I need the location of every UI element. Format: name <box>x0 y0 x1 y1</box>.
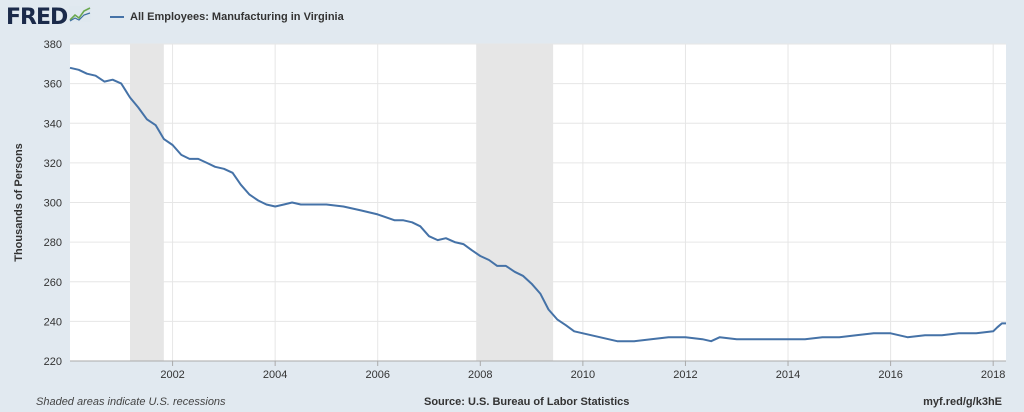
y-tick-label-220: 220 <box>44 356 62 368</box>
x-tick-label-2002: 2002 <box>160 369 184 381</box>
source-credit: Source: U.S. Bureau of Labor Statistics <box>424 396 630 408</box>
logo-text: FRED <box>6 4 68 30</box>
legend-swatch <box>110 16 124 18</box>
x-tick-label-2012: 2012 <box>673 369 697 381</box>
x-tick-label-2014: 2014 <box>776 369 800 381</box>
legend-label: All Employees: Manufacturing in Virginia <box>130 11 344 23</box>
x-tick-label-2010: 2010 <box>571 369 595 381</box>
series-line-1 <box>69 66 1006 343</box>
legend: All Employees: Manufacturing in Virginia <box>110 11 344 23</box>
fred-graph-icon <box>69 5 92 27</box>
chart-header: FRED All Employees: Manufacturing in Vir… <box>0 0 1024 36</box>
short-url-link[interactable]: myf.red/g/k3hE <box>923 396 1002 408</box>
x-tick-label-2018: 2018 <box>981 369 1005 381</box>
series-layer <box>69 66 1006 343</box>
fred-logo[interactable]: FRED <box>6 4 92 30</box>
x-tick-label-2004: 2004 <box>263 369 287 381</box>
axes: 220 240 260 280 300 320 340 360 380 2002 2004 2006 2… <box>44 39 1006 381</box>
y-tick-label-380: 380 <box>44 39 62 51</box>
y-tick-label-300: 300 <box>44 198 62 210</box>
chart-footer: Shaded areas indicate U.S. recessions So… <box>0 394 1024 412</box>
y-tick-label-340: 340 <box>44 118 62 130</box>
x-tick-label-2006: 2006 <box>365 369 389 381</box>
y-tick-label-360: 360 <box>44 79 62 91</box>
y-axis-label: Thousands of Persons <box>13 143 25 262</box>
x-tick-label-2016: 2016 <box>878 369 902 381</box>
y-tick-label-240: 240 <box>44 316 62 328</box>
x-tick-label-2008: 2008 <box>468 369 492 381</box>
recession-note: Shaded areas indicate U.S. recessions <box>36 396 226 408</box>
line-chart: 220 240 260 280 300 320 340 360 380 2002 2004 2006 2… <box>13 39 1006 381</box>
y-tick-label-320: 320 <box>44 158 62 170</box>
y-tick-label-280: 280 <box>44 237 62 249</box>
grid-lines <box>70 43 1006 361</box>
y-tick-label-260: 260 <box>44 277 62 289</box>
